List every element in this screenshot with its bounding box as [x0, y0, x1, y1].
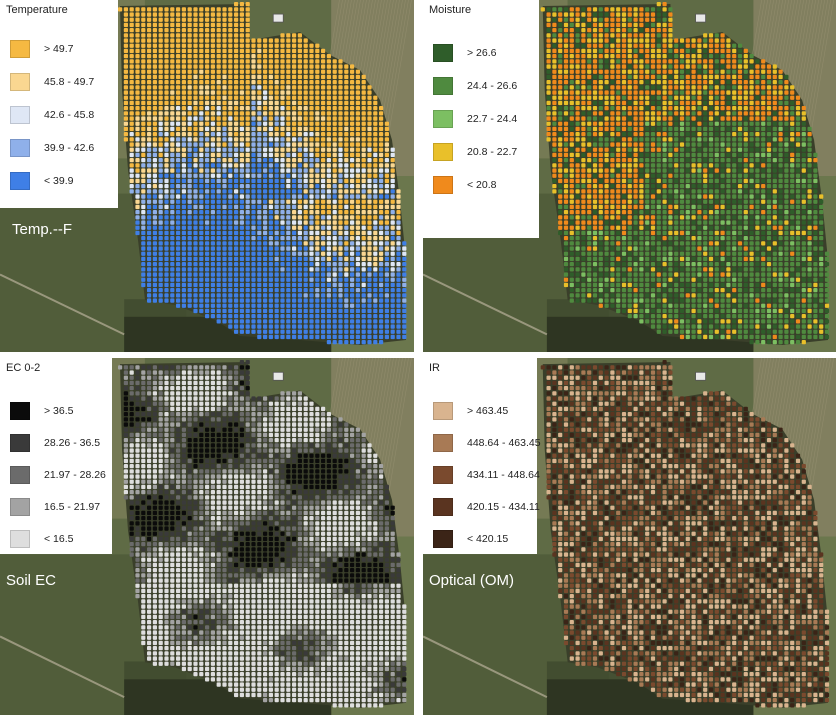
moisture-caption: Moisture %	[433, 212, 509, 229]
legend-swatch	[433, 110, 453, 128]
legend-item: 22.7 - 24.4	[433, 110, 517, 128]
legend-swatch	[10, 40, 30, 58]
legend-label: 16.5 - 21.97	[44, 501, 101, 513]
legend-swatch	[433, 402, 453, 420]
temperature-map	[0, 0, 414, 352]
legend-item: 20.8 - 22.7	[433, 143, 517, 161]
legend-label: 24.4 - 26.6	[467, 80, 518, 92]
optical-om-caption: Optical (OM)	[429, 572, 515, 589]
legend-item: 39.9 - 42.6	[10, 139, 94, 157]
legend-title: Moisture	[429, 4, 472, 16]
legend-swatch	[433, 466, 453, 484]
panel-temperature: Temperature > 49.7 45.8 - 49.7 42.6 - 45.8…	[0, 0, 414, 352]
legend-label: 20.8 - 22.7	[467, 146, 518, 158]
legend-label: 39.9 - 42.6	[44, 142, 95, 154]
legend-swatch	[10, 73, 30, 91]
legend-item: 21.97 - 28.26	[10, 466, 106, 484]
legend-swatch	[10, 498, 30, 516]
legend-item: < 39.9	[10, 172, 74, 190]
legend-item: < 16.5	[10, 530, 74, 548]
legend-item: > 36.5	[10, 402, 74, 420]
legend-item: > 49.7	[10, 40, 74, 58]
legend-label: > 49.7	[44, 43, 74, 55]
legend-swatch	[10, 172, 30, 190]
legend-title: EC 0-2	[6, 362, 41, 374]
legend-item: < 420.15	[433, 530, 508, 548]
legend-item: 24.4 - 26.6	[433, 77, 517, 95]
legend-label: < 16.5	[44, 533, 74, 545]
soil-ec-caption: Soil EC	[6, 572, 57, 589]
legend-label: > 36.5	[44, 405, 74, 417]
legend-label: > 26.6	[467, 47, 497, 59]
legend-swatch	[433, 498, 453, 516]
legend-item: 448.64 - 463.45	[433, 434, 541, 452]
legend-label: < 20.8	[467, 179, 497, 191]
legend-swatch	[433, 176, 453, 194]
legend-label: < 420.15	[467, 533, 509, 545]
legend-item: 420.15 - 434.11	[433, 498, 540, 516]
legend-swatch	[10, 530, 30, 548]
legend-swatch	[10, 466, 30, 484]
optical-om-legend: IR > 463.45 448.64 - 463.45 434.11 - 448.6…	[423, 358, 541, 554]
legend-swatch	[10, 402, 30, 420]
legend-swatch	[10, 434, 30, 452]
panel-soil-ec: EC 0-2 > 36.5 28.26 - 36.5 21.97 - 28.26 16…	[0, 358, 414, 715]
legend-title: Temperature	[6, 4, 68, 16]
moisture-legend: Moisture > 26.6 24.4 - 26.6 22.7 - 24.4 20.…	[423, 0, 539, 238]
legend-swatch	[433, 530, 453, 548]
legend-label: 42.6 - 45.8	[44, 109, 95, 121]
temperature-caption: Temp.--F	[12, 221, 72, 238]
soil-ec-legend: EC 0-2 > 36.5 28.26 - 36.5 21.97 - 28.26 16…	[0, 358, 112, 554]
legend-label: 448.64 - 463.45	[467, 437, 541, 449]
legend-item: 16.5 - 21.97	[10, 498, 100, 516]
legend-label: 420.15 - 434.11	[467, 501, 540, 513]
legend-item: > 26.6	[433, 44, 497, 62]
temperature-legend: Temperature > 49.7 45.8 - 49.7 42.6 - 45.8…	[0, 0, 118, 208]
legend-label: > 463.45	[467, 405, 509, 417]
legend-swatch	[433, 44, 453, 62]
legend-label: 21.97 - 28.26	[44, 469, 106, 481]
legend-swatch	[433, 434, 453, 452]
legend-label: 22.7 - 24.4	[467, 113, 518, 125]
legend-item: 45.8 - 49.7	[10, 73, 94, 91]
legend-item: 434.11 - 448.64	[433, 466, 540, 484]
legend-swatch	[433, 143, 453, 161]
panel-optical-om: IR > 463.45 448.64 - 463.45 434.11 - 448.6…	[423, 358, 836, 715]
legend-item: 42.6 - 45.8	[10, 106, 94, 124]
legend-label: 434.11 - 448.64	[467, 469, 540, 481]
legend-label: 45.8 - 49.7	[44, 76, 95, 88]
legend-label: < 39.9	[44, 175, 74, 187]
legend-item: 28.26 - 36.5	[10, 434, 100, 452]
legend-label: 28.26 - 36.5	[44, 437, 101, 449]
legend-item: < 20.8	[433, 176, 497, 194]
legend-title: IR	[429, 362, 440, 374]
panel-moisture: Moisture > 26.6 24.4 - 26.6 22.7 - 24.4 20.…	[423, 0, 836, 352]
legend-item: > 463.45	[433, 402, 508, 420]
legend-swatch	[10, 139, 30, 157]
legend-swatch	[10, 106, 30, 124]
legend-swatch	[433, 77, 453, 95]
